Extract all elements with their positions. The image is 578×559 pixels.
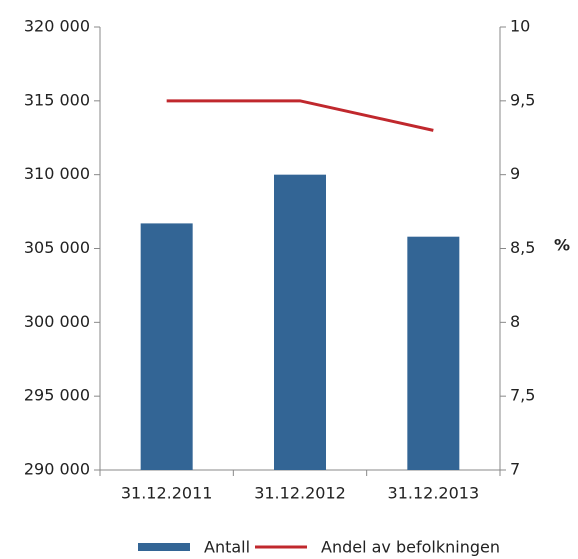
legend-label: Andel av befolkningen bbox=[321, 538, 500, 557]
y-tick-label: 295 000 bbox=[24, 386, 90, 405]
y2-tick-label: 8 bbox=[510, 312, 520, 331]
bar bbox=[407, 236, 460, 470]
bar bbox=[274, 174, 326, 470]
legend-label: Antall bbox=[204, 538, 250, 557]
y-tick-label: 300 000 bbox=[24, 312, 90, 331]
x-tick-label: 31.12.2013 bbox=[388, 484, 480, 503]
x-tick-label: 31.12.2011 bbox=[121, 484, 213, 503]
y2-tick-label: 9 bbox=[510, 164, 520, 183]
y2-tick-label: 7,5 bbox=[510, 386, 535, 405]
y-tick-label: 320 000 bbox=[24, 17, 90, 36]
y-tick-label: 290 000 bbox=[24, 460, 90, 479]
y2-tick-label: 7 bbox=[510, 460, 520, 479]
y2-tick-label: 9,5 bbox=[510, 90, 535, 109]
legend-swatch bbox=[138, 543, 190, 551]
y-tick-label: 310 000 bbox=[24, 164, 90, 183]
y-tick-label: 305 000 bbox=[24, 238, 90, 257]
y2-tick-label: 10 bbox=[510, 17, 530, 36]
line bbox=[166, 99, 434, 132]
y2-tick-label: 8,5 bbox=[510, 238, 535, 257]
x-tick-label: 31.12.2012 bbox=[254, 484, 346, 503]
y2-axis-label: % bbox=[554, 236, 570, 255]
bar bbox=[140, 223, 193, 470]
y-tick-label: 315 000 bbox=[24, 90, 90, 109]
